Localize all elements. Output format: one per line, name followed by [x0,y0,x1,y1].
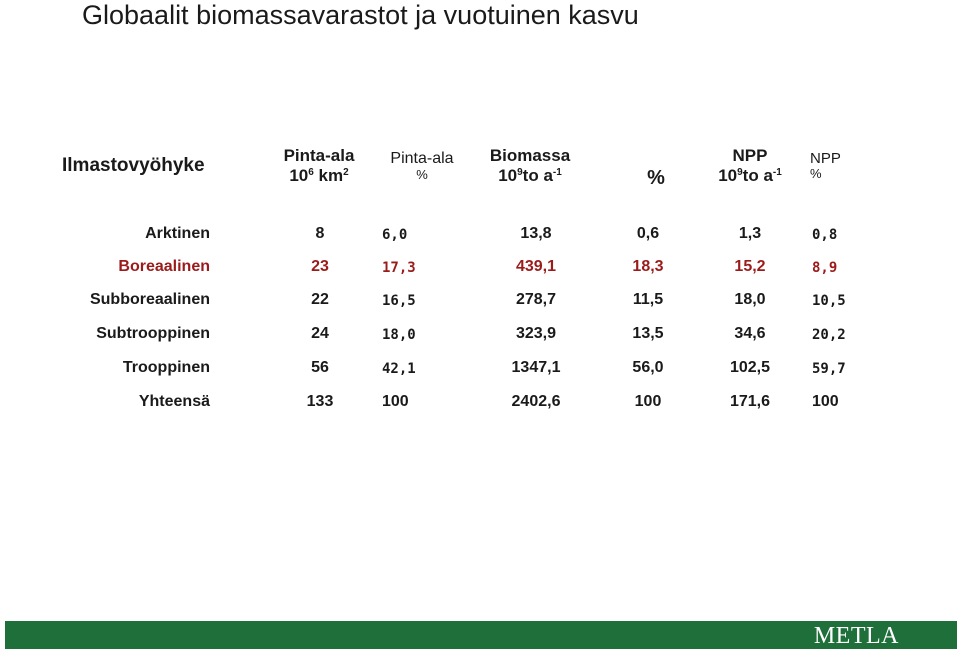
header-biomass-pct: % [647,167,665,189]
area-pct-value: 100 [382,393,409,410]
area-value: 24 [311,325,329,342]
biomass-pct-value: 0,6 [636,225,660,242]
npp-value: 1,3 [738,225,762,242]
area-value: 8 [315,225,325,242]
npp-pct-value: 0,8 [812,227,838,243]
area-pct-value: 42,1 [382,361,416,377]
npp-pct-value: 20,2 [812,327,846,343]
area-pct-value: 6,0 [382,227,408,243]
npp-value: 102,5 [729,359,771,376]
npp-value: 34,6 [734,325,766,342]
area-pct-value: 18,0 [382,327,416,343]
biomass-pct-value: 56,0 [632,359,664,376]
biomass-pct-value: 18,3 [632,258,664,275]
zone-label: Trooppinen [122,359,210,376]
area-value: 23 [311,258,329,275]
npp-pct-value: 100 [812,393,839,410]
npp-pct-value: 8,9 [812,260,838,276]
biomass-value: 2402,6 [511,393,561,410]
header-npp: NPP 109to a-1 [718,146,782,185]
header-npp-pct: NPP % [810,150,841,182]
zone-label: Arktinen [145,225,210,242]
biomass-value: 13,8 [520,225,552,242]
biomass-value: 323,9 [515,325,557,342]
zone-label: Subboreaalinen [89,291,210,308]
area-pct-value: 17,3 [382,260,416,276]
zone-label: Subtrooppinen [96,325,210,342]
biomass-value: 278,7 [515,291,557,308]
header-area-km: Pinta-ala 106 km2 [283,146,355,185]
biomass-pct-value: 13,5 [632,325,664,342]
header-area-pct: Pinta-ala % [390,150,454,183]
zone-label: Boreaalinen [118,258,210,275]
biomass-pct-value: 100 [634,393,662,410]
biomass-value: 439,1 [515,258,557,275]
area-value: 133 [306,393,334,410]
header-biomass: Biomassa 109to a-1 [489,146,571,185]
npp-value: 171,6 [729,393,771,410]
page-title: Globaalit biomassavarastot ja vuotuinen … [82,0,639,30]
zone-label: Yhteensä [138,393,210,410]
area-pct-value: 16,5 [382,293,416,309]
npp-pct-value: 10,5 [812,293,846,309]
footer-bar: METLA [5,621,957,649]
area-value: 56 [311,359,329,376]
header-zone: Ilmastovyöhyke [62,155,205,176]
area-value: 22 [311,291,329,308]
npp-pct-value: 59,7 [812,361,846,377]
biomass-value: 1347,1 [511,359,561,376]
npp-value: 15,2 [734,258,766,275]
npp-value: 18,0 [734,291,766,308]
biomass-pct-value: 11,5 [632,291,664,308]
metla-logo: METLA [813,623,899,649]
